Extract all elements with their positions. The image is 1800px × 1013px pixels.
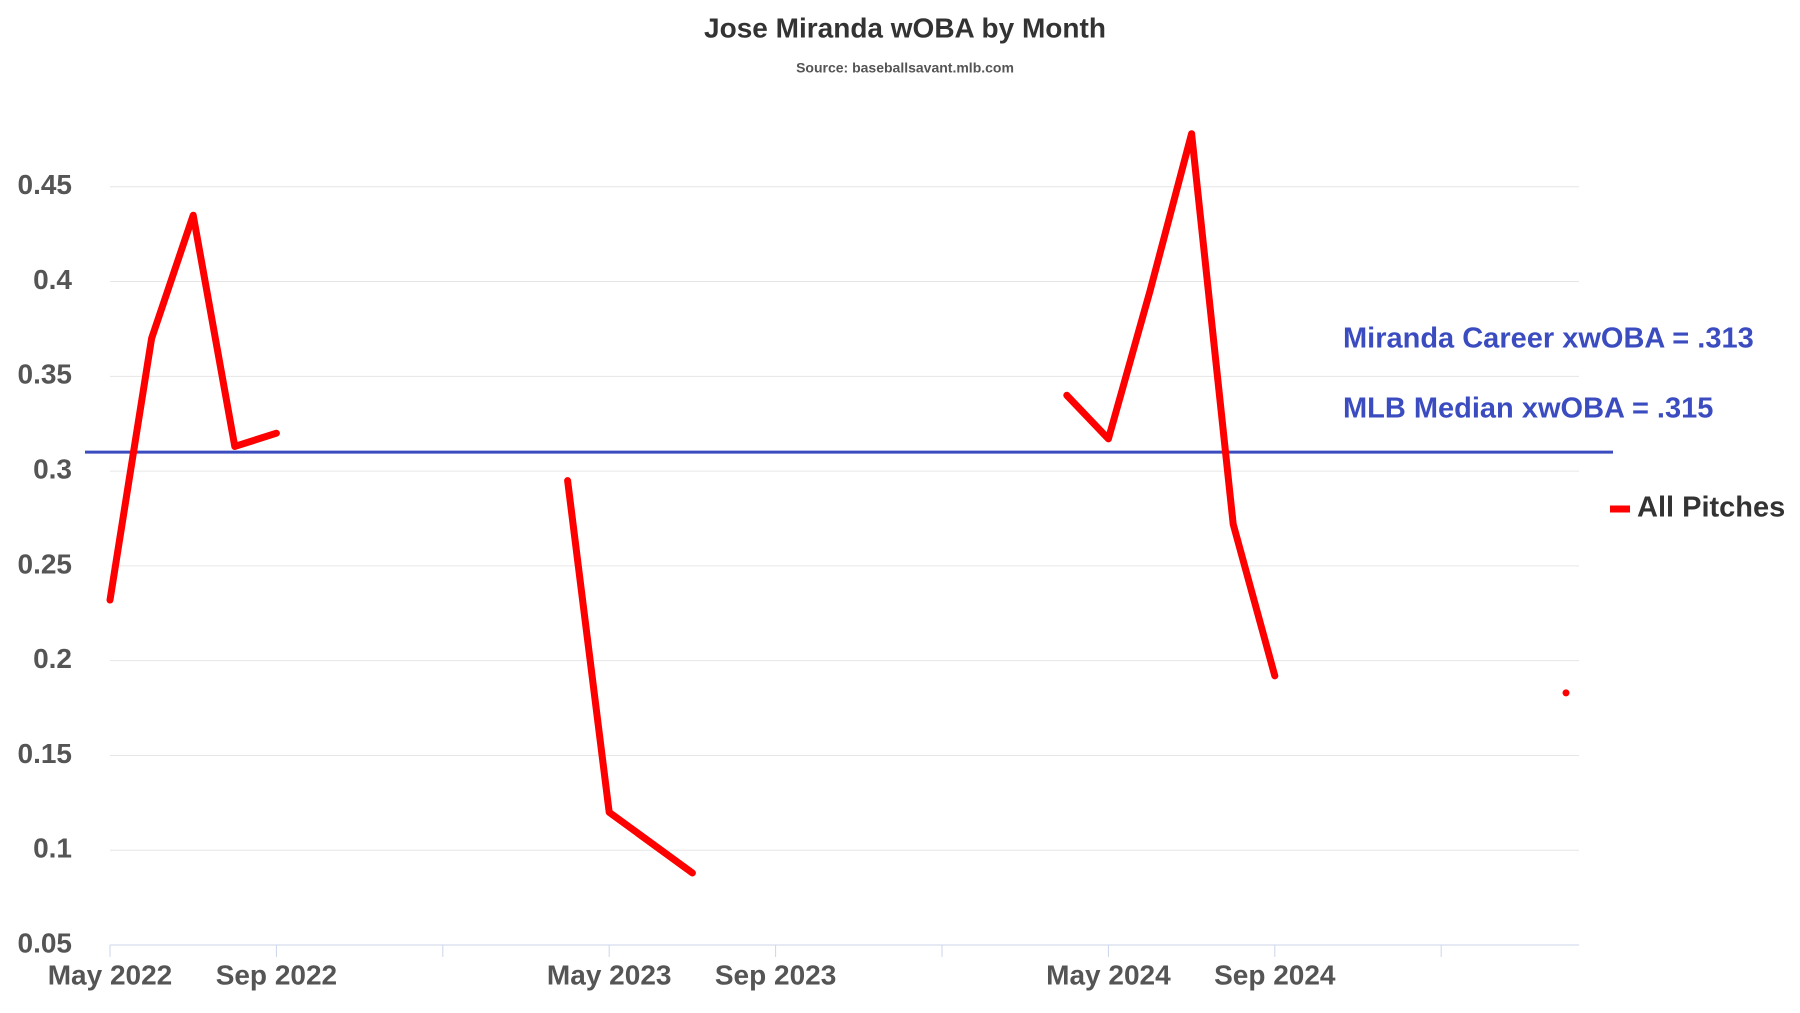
- y-tick-label: 0.3: [33, 454, 72, 485]
- data-line: [106, 130, 1570, 877]
- y-tick-label: 0.2: [33, 643, 72, 674]
- x-tick-label: Sep 2022: [216, 959, 337, 990]
- x-tick-label: Sep 2024: [1214, 959, 1336, 990]
- x-tick-label: May 2024: [1046, 959, 1171, 990]
- y-tick-label: 0.45: [18, 169, 73, 200]
- annotation: Miranda Career xwOBA = .313: [1343, 323, 1754, 355]
- chart-subtitle: Source: baseballsavant.mlb.com: [796, 60, 1014, 76]
- y-tick-label: 0.35: [18, 359, 73, 390]
- y-tick-label: 0.05: [18, 927, 73, 958]
- chart-title: Jose Miranda wOBA by Month: [704, 12, 1106, 43]
- annotation: MLB Median xwOBA = .315: [1343, 393, 1713, 425]
- x-tick-label: May 2022: [48, 959, 173, 990]
- legend-label: All Pitches: [1637, 492, 1785, 524]
- y-tick-label: 0.15: [18, 738, 73, 769]
- x-tick-label: May 2023: [547, 959, 672, 990]
- y-tick-label: 0.4: [33, 264, 72, 295]
- y-tick-label: 0.25: [18, 548, 73, 579]
- x-tick-label: Sep 2023: [715, 959, 836, 990]
- y-tick-label: 0.1: [33, 833, 72, 864]
